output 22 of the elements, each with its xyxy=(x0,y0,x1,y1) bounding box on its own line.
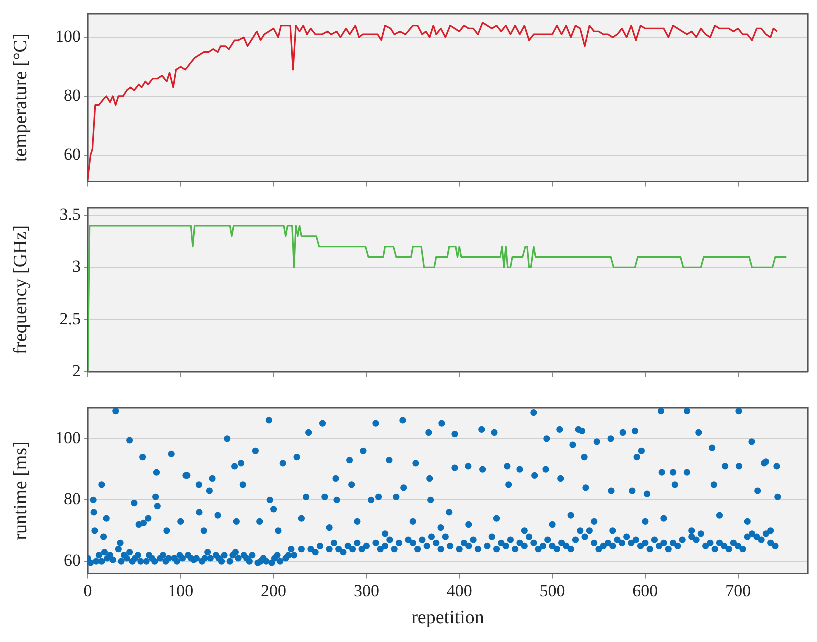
x-tick-label: 600 xyxy=(632,581,658,600)
x-tick-label: 100 xyxy=(168,581,194,600)
x-tick-label: 300 xyxy=(354,581,380,600)
y-tick-label: 60 xyxy=(64,551,81,570)
y-tick-label: 100 xyxy=(56,27,81,46)
x-tick-label: 0 xyxy=(84,581,92,600)
x-axis-title: repetition xyxy=(412,608,485,629)
y-tick-label: 80 xyxy=(64,490,81,509)
y-tick-label: 60 xyxy=(64,144,81,164)
y-axis-title: runtime [ms] xyxy=(10,442,32,540)
y-tick-label: 3.5 xyxy=(60,204,81,224)
y-tick-label: 2.5 xyxy=(60,309,81,328)
y-tick-label: 3 xyxy=(72,257,81,276)
x-tick-label: 200 xyxy=(261,581,287,600)
x-tick-label: 400 xyxy=(446,581,472,600)
y-tick-label: 80 xyxy=(64,86,81,105)
y-axis-title: frequency [GHz] xyxy=(10,225,32,355)
y-axis-title: temperature [°C] xyxy=(10,34,32,162)
x-tick-label: 700 xyxy=(726,581,752,600)
y-tick-label: 100 xyxy=(56,428,81,448)
x-tick-label: 500 xyxy=(540,581,566,600)
y-tick-label: 2 xyxy=(72,361,81,380)
